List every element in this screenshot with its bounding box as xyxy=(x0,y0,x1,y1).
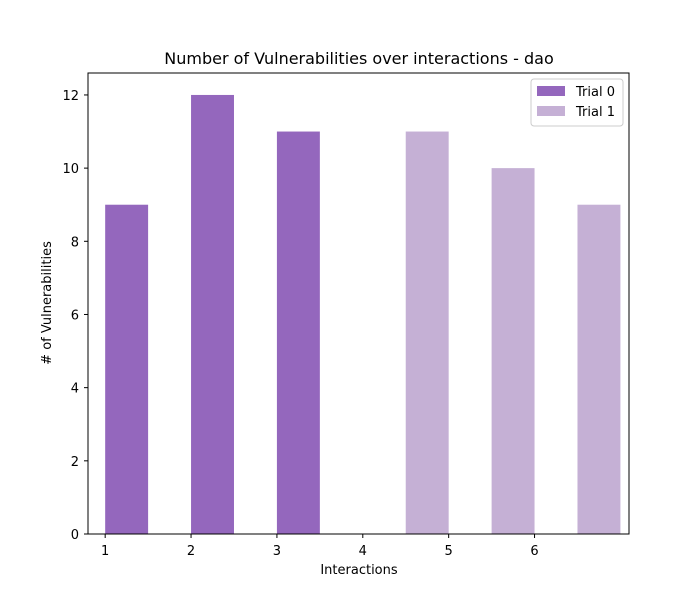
legend-label-trial-1: Trial 1 xyxy=(575,105,615,120)
y-axis: 0 2 4 6 8 10 12 xyxy=(62,89,88,543)
x-tick-label: 3 xyxy=(273,544,281,559)
bar-trial-1-3 xyxy=(577,204,621,534)
x-axis-label: Interactions xyxy=(320,563,398,578)
legend-swatch-trial-1 xyxy=(537,106,565,116)
plot-frame xyxy=(87,72,630,535)
y-tick-label: 4 xyxy=(71,382,79,397)
y-tick-label: 2 xyxy=(71,455,79,470)
bar-trial-1-2 xyxy=(491,168,535,534)
legend: Trial 0 Trial 1 xyxy=(530,78,624,127)
bars-layer xyxy=(105,94,621,535)
y-axis-label: # of Vulnerabilities xyxy=(40,241,55,365)
bar-trial-0-2 xyxy=(191,94,234,534)
x-tick-label: 6 xyxy=(530,544,538,559)
legend-label-trial-0: Trial 0 xyxy=(575,85,615,100)
legend-swatch-trial-0 xyxy=(537,86,565,96)
x-tick-label: 2 xyxy=(187,544,195,559)
bar-trial-0-3 xyxy=(276,131,320,535)
x-tick-label: 1 xyxy=(101,544,109,559)
x-axis: 1 2 3 4 5 6 xyxy=(101,534,539,559)
y-tick-label: 8 xyxy=(71,235,79,250)
x-tick-label: 4 xyxy=(359,544,367,559)
bar-trial-1-1 xyxy=(405,131,449,535)
y-tick-label: 6 xyxy=(71,308,79,323)
y-tick-label: 12 xyxy=(62,89,79,104)
y-tick-label: 0 xyxy=(71,528,79,543)
chart-title: Number of Vulnerabilities over interacti… xyxy=(164,49,553,68)
y-tick-label: 10 xyxy=(62,162,79,177)
bar-trial-0-1 xyxy=(105,204,149,534)
x-tick-label: 5 xyxy=(445,544,453,559)
